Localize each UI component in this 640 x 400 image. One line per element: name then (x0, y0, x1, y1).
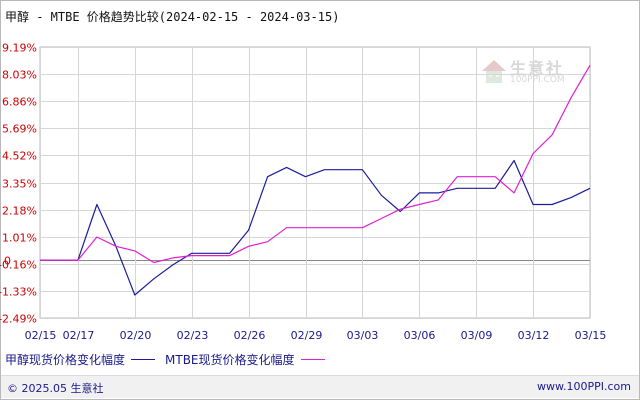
y-tick-label: -2.49% (0, 313, 37, 326)
legend: 甲醇现货价格变化幅度 MTBE现货价格变化幅度 (5, 351, 335, 367)
y-tick-label: 2.18% (2, 205, 37, 218)
x-tick-label: 02/23 (177, 329, 209, 342)
y-tick-label: -0.16% (0, 259, 37, 272)
legend-label-series-1: 甲醇现货价格变化幅度 (5, 352, 126, 367)
footer: © 2025.05 生意社 www.100PPI.com (1, 375, 639, 398)
series-line-2 (40, 64, 591, 264)
y-tick-label: 8.03% (2, 69, 37, 82)
x-tick-label: 02/29 (291, 329, 323, 342)
watermark-text: 生意社 (510, 59, 565, 78)
chart-title: 甲醇 - MTBE 价格趋势比较(2024-02-15 - 2024-03-15… (5, 10, 340, 24)
y-tick-label: 1.01% (2, 232, 37, 245)
watermark-url: 100PPI.COM (510, 75, 565, 85)
series-lines (40, 64, 591, 296)
x-tick-label: 03/12 (518, 329, 550, 342)
y-tick-label: 4.52% (2, 150, 37, 163)
y-tick-label: 6.86% (2, 96, 37, 109)
x-tick-label: 02/15 (25, 329, 57, 342)
x-tick-label: 03/15 (575, 329, 607, 342)
x-tick-label: 03/06 (404, 329, 436, 342)
x-axis-ticks: 02/15 02/17 02/20 02/23 02/26 02/29 03/03 03/06… (25, 329, 607, 342)
y-zero-label: 0 (4, 255, 11, 268)
legend-label-series-2: MTBE现货价格变化幅度 (165, 352, 295, 367)
x-tick-label: 02/20 (120, 329, 152, 342)
legend-swatch-series-2 (300, 358, 325, 360)
y-tick-label: 9.19% (2, 42, 37, 55)
series-line-1 (40, 159, 591, 296)
x-tick-label: 03/03 (347, 329, 379, 342)
y-tick-label: 5.69% (2, 123, 37, 136)
footer-copyright: © 2025.05 生意社 (7, 382, 104, 395)
x-tick-label: 03/09 (461, 329, 493, 342)
y-tick-label: 3.35% (2, 178, 37, 191)
y-tick-label: -1.33% (0, 286, 37, 299)
x-tick-label: 02/17 (63, 329, 95, 342)
footer-url[interactable]: www.100PPI.com (537, 380, 631, 393)
x-tick-label: 02/26 (234, 329, 266, 342)
plot-border (39, 46, 591, 319)
y-axis-ticks: 9.19% 8.03% 6.86% 5.69% 4.52% 3.35% 2.18% 1.01%… (0, 42, 37, 326)
legend-swatch-series-1 (131, 358, 156, 360)
grid (39, 46, 591, 319)
